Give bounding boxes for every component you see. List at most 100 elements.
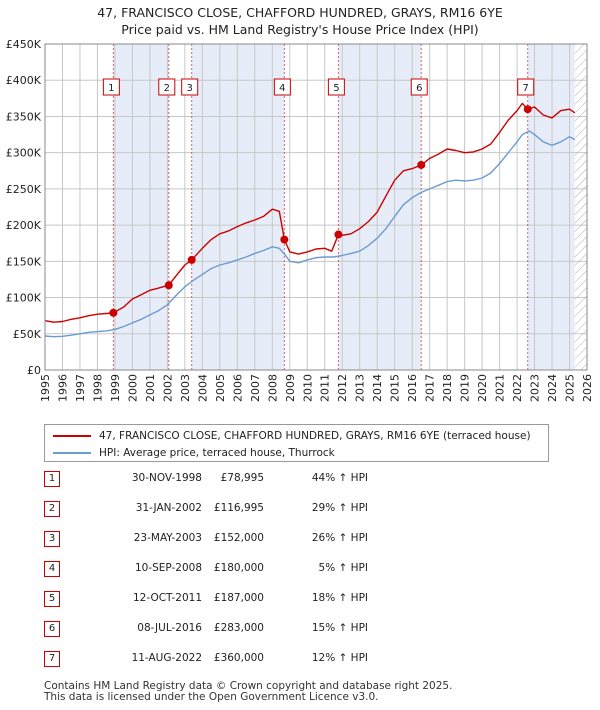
sale-row-4: 4 10-SEP-2008 £180,000 5% ↑ HPI [44, 560, 549, 580]
sale-hpi-change: 5% ↑ HPI [318, 562, 368, 574]
plot-frame [44, 43, 588, 371]
legend-item-hpi: HPI: Average price, terraced house, Thur… [53, 445, 335, 461]
sale-price: £116,995 [213, 502, 264, 514]
x-tick-label-7: 2002 [161, 374, 174, 402]
x-tick-label-24: 2019 [459, 374, 472, 402]
sale-badge-label-4: 4 [279, 83, 285, 94]
sale-hpi-change: 44% ↑ HPI [311, 472, 368, 484]
x-tick-label-3: 1998 [91, 374, 104, 402]
sale-hpi-change: 29% ↑ HPI [311, 502, 368, 514]
sale-date: 08-JUL-2016 [137, 622, 202, 634]
sale-hpi-change: 26% ↑ HPI [311, 532, 368, 544]
sale-date: 11-AUG-2022 [131, 652, 202, 664]
x-tick-label-21: 2016 [406, 374, 419, 402]
sale-row-6: 6 08-JUL-2016 £283,000 15% ↑ HPI [44, 620, 549, 640]
chart-legend: 47, FRANCISCO CLOSE, CHAFFORD HUNDRED, G… [44, 424, 549, 462]
sale-number: 2 [44, 501, 60, 517]
y-tick-label-1: £50K [13, 328, 42, 341]
sale-badge-label-5: 5 [333, 83, 339, 94]
sale-badge-box-3 [181, 78, 199, 96]
sale-number: 7 [44, 651, 60, 667]
x-tick-label-16: 2011 [319, 374, 332, 402]
footer: Contains HM Land Registry data © Crown c… [44, 681, 452, 703]
x-tick-label-17: 2012 [336, 374, 349, 402]
sale-row-5: 5 12-OCT-2011 £187,000 18% ↑ HPI [44, 590, 549, 610]
x-tick-label-14: 2009 [284, 374, 297, 402]
sale-price: £187,000 [213, 592, 264, 604]
forecast-hatch [574, 44, 587, 370]
title-line-2: Price paid vs. HM Land Registry's House … [121, 22, 479, 37]
sale-date: 30-NOV-1998 [131, 472, 202, 484]
legend-label-property: 47, FRANCISCO CLOSE, CHAFFORD HUNDRED, G… [99, 430, 531, 442]
chart-title: 47, FRANCISCO CLOSE, CHAFFORD HUNDRED, G… [0, 4, 600, 38]
x-tick-label-15: 2010 [301, 374, 314, 402]
sale-badge-box-6 [410, 78, 428, 96]
price-chart: 1 2 3 4 5 6 7 £0 £50K £100K £150K £200K £250K £300K £… [6, 38, 594, 402]
legend-label-hpi: HPI: Average price, terraced house, Thur… [99, 447, 335, 459]
x-tick-label-26: 2021 [494, 374, 507, 402]
y-tick-label-2: £100K [6, 292, 42, 305]
y-tick-label-7: £350K [6, 110, 42, 123]
x-tick-label-13: 2008 [266, 374, 279, 402]
x-tick-label-23: 2018 [441, 374, 454, 402]
x-tick-label-9: 2004 [196, 374, 209, 402]
property-price-line [44, 102, 576, 323]
x-tick-label-10: 2005 [214, 374, 227, 402]
sale-price: £360,000 [213, 652, 264, 664]
shaded-span-4 [527, 44, 575, 370]
x-tick-label-27: 2022 [511, 374, 524, 402]
shaded-span-1 [113, 44, 169, 370]
y-tick-label-3: £150K [6, 255, 42, 268]
x-tick-label-5: 2000 [126, 374, 139, 402]
x-tick-label-2: 1997 [74, 374, 87, 402]
sale-badge-box-1 [102, 78, 120, 96]
sale-badge-label-3: 3 [187, 83, 193, 94]
sale-row-2: 2 31-JAN-2002 £116,995 29% ↑ HPI [44, 500, 549, 520]
y-tick-label-4: £200K [6, 219, 42, 232]
sale-marker-5 [334, 230, 343, 239]
sale-price: £283,000 [213, 622, 264, 634]
sale-date: 10-SEP-2008 [134, 562, 202, 574]
sale-badge-box-5 [327, 78, 345, 96]
sale-row-3: 3 23-MAY-2003 £152,000 26% ↑ HPI [44, 530, 549, 550]
x-tick-label-30: 2025 [564, 374, 577, 402]
sale-price: £180,000 [213, 562, 264, 574]
sale-price: £152,000 [213, 532, 264, 544]
y-tick-label-9: £450K [6, 38, 42, 51]
x-tick-label-19: 2014 [371, 374, 384, 402]
sale-marker-4 [280, 235, 289, 244]
x-tick-label-4: 1999 [109, 374, 122, 402]
sale-date: 23-MAY-2003 [133, 532, 202, 544]
sale-badge-label-1: 1 [108, 83, 114, 94]
legend-swatch-property [53, 435, 91, 437]
sale-price: £78,995 [220, 472, 264, 484]
x-tick-label-22: 2017 [424, 374, 437, 402]
hpi-line [44, 130, 576, 338]
x-tick-label-18: 2013 [354, 374, 367, 402]
sale-marker-6 [417, 160, 426, 169]
x-tick-label-6: 2001 [144, 374, 157, 402]
legend-item-property: 47, FRANCISCO CLOSE, CHAFFORD HUNDRED, G… [53, 428, 531, 444]
sale-badge-box-4 [273, 78, 291, 96]
title-line-1: 47, FRANCISCO CLOSE, CHAFFORD HUNDRED, G… [97, 5, 503, 20]
sale-marker-1 [109, 308, 118, 317]
footer-line-1: Contains HM Land Registry data © Crown c… [44, 680, 453, 692]
x-tick-label-1: 1996 [56, 374, 69, 402]
sale-marker-7 [523, 105, 532, 114]
sale-hpi-change: 18% ↑ HPI [311, 592, 368, 604]
x-tick-label-31: 2026 [581, 374, 594, 402]
x-tick-label-12: 2007 [249, 374, 262, 402]
legend-swatch-hpi [53, 452, 91, 454]
sale-row-7: 7 11-AUG-2022 £360,000 12% ↑ HPI [44, 650, 549, 670]
y-tick-label-5: £250K [6, 183, 42, 196]
x-tick-label-25: 2020 [476, 374, 489, 402]
y-tick-label-8: £400K [6, 74, 42, 87]
sale-hpi-change: 15% ↑ HPI [311, 622, 368, 634]
sale-badge-label-6: 6 [416, 83, 422, 94]
y-tick-label-6: £300K [6, 147, 42, 160]
sale-date: 31-JAN-2002 [135, 502, 202, 514]
sale-badge-label-7: 7 [523, 83, 529, 94]
x-tick-label-20: 2015 [389, 374, 402, 402]
x-tick-label-8: 2003 [179, 374, 192, 402]
sale-hpi-change: 12% ↑ HPI [311, 652, 368, 664]
